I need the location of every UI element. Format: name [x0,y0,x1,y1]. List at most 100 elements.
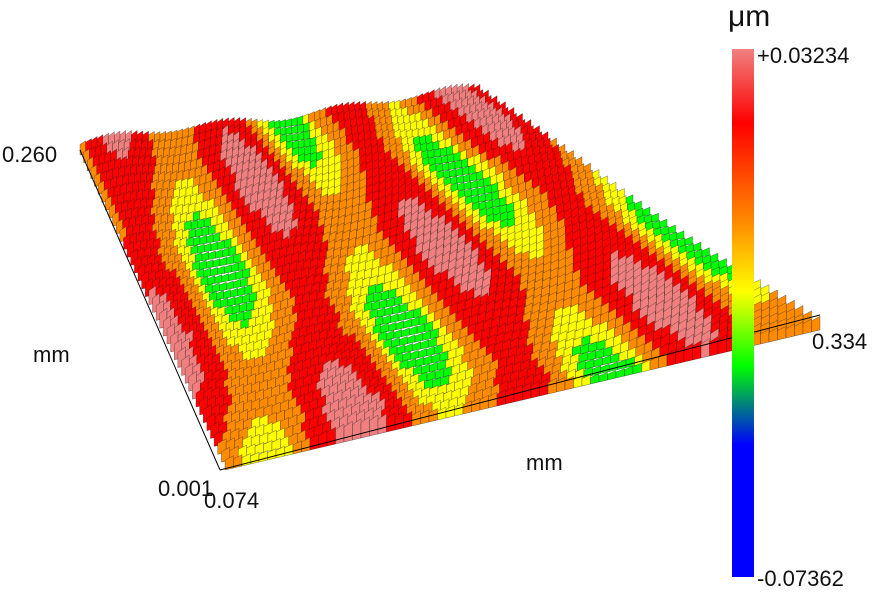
surface-facet [185,260,193,273]
surface-facet [246,300,255,311]
surface-facet [477,178,484,188]
surface-facet [397,311,406,322]
surface-facet [777,326,787,341]
surface-facet [624,365,634,377]
surface-facet [403,410,413,429]
surface-facet [431,352,441,364]
colorbar-max-label: +0.03234 [757,43,850,68]
surface-facet [659,218,668,229]
surface-facet [179,236,187,249]
surface-facet [432,140,440,151]
surface-facet [404,343,413,353]
surface-facet [291,124,298,134]
surface-facet [386,412,396,433]
surface-facet [692,340,702,361]
surface-facet [225,320,234,333]
surface-facet [249,291,257,303]
surface-facet [450,175,458,185]
surface-facet [641,359,651,373]
surface-facet [206,233,214,244]
surface-facet [240,318,249,330]
surface-facet [227,296,236,307]
surface-facet [658,352,668,369]
surface-facet [381,289,389,301]
surface-facet [296,115,304,126]
surface-facet [461,157,468,168]
surface-facet [399,336,408,346]
surface-facet [297,131,304,141]
surface-facet [384,306,393,316]
surface-facet [221,312,230,325]
surface-facet [802,318,812,335]
surface-facet [219,256,227,266]
surface-facet [243,309,252,320]
surface-facet [228,271,236,281]
surface-facet [547,377,557,395]
surface-facet [471,397,481,413]
surface-facet [204,242,212,253]
surface-facet [539,378,549,397]
surface-facet [233,319,242,331]
axis-lines [79,149,821,471]
surface-facet [280,126,287,136]
surface-facet [440,146,447,157]
surface-facet [199,235,207,245]
surface-facet [403,318,412,329]
surface-facet [216,290,224,301]
surface-facet [401,327,410,337]
surface-facet [201,251,209,261]
surface-facet [399,302,408,313]
surface-facet [416,323,426,334]
surface-facet [410,350,419,360]
surface-facet [412,341,421,351]
surface-facet [193,275,202,288]
surface-facet [242,293,250,304]
surface-facet [200,275,209,287]
surface-facet [245,325,253,337]
surface-facet [380,323,389,334]
surface-facet [396,344,406,355]
surface-facet [214,274,223,284]
surface-facet [267,430,277,443]
surface-facet [455,167,463,177]
surface-facet [224,237,232,249]
x-axis-unit-label: mm [526,450,563,475]
surface-facet [414,332,424,343]
surface-facet [253,298,262,310]
surface-facet [377,307,386,318]
surface-facet [598,372,608,383]
surface-facet [188,228,196,239]
surface-facet [760,329,770,345]
surface-facet [193,235,201,246]
surface-facet [485,192,493,202]
surface-facet [407,300,416,312]
surface-facet [409,325,418,336]
surface-facet [197,218,205,229]
surface-facet [392,304,401,315]
surface-facet [237,326,246,339]
surface-facet [209,290,217,302]
surface-facet [212,282,220,293]
surface-facet [684,236,693,246]
surface-facet [224,304,233,316]
surface-facet [232,303,240,314]
colorbar-unit-label: μm [728,0,771,33]
surface-facet [492,197,500,208]
surface-facet [291,132,299,142]
surface-facet [248,316,256,328]
surface-facet [386,297,395,308]
origin-label-1: 0.001 [158,476,214,501]
surface-facet [206,259,214,269]
surface-facet [382,314,391,325]
surface-facet [251,307,259,319]
surface-facet [411,410,421,427]
surface-facet [240,277,248,288]
x-axis-line [219,314,821,471]
surface-facet [573,375,583,389]
surface-facet [217,305,226,317]
surface-facet [442,162,449,171]
surface-facet [291,117,298,127]
surface-facet [768,327,778,343]
surface-facet [407,334,416,344]
surface-facet [602,354,611,366]
